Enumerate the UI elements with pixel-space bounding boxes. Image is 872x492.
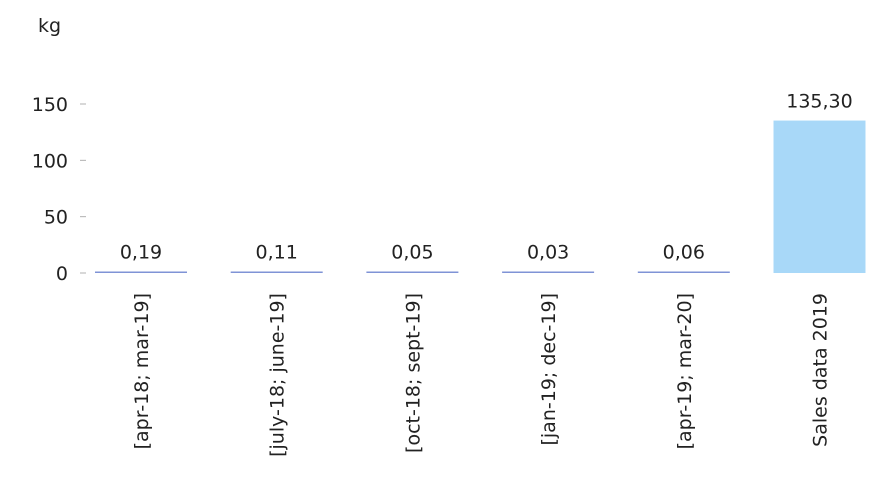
category-labels-group: [apr-18; mar-19] [july-18; june-19] [oct-1… — [131, 293, 832, 457]
y-tick-label: 100 — [32, 150, 68, 172]
bar-value-label: 0,11 — [256, 242, 298, 264]
bar — [230, 271, 323, 273]
bar-value-label: 0,03 — [527, 242, 569, 264]
value-labels-group: 0,19 0,11 0,05 0,03 0,06 135,30 — [120, 91, 853, 264]
y-tick-label: 0 — [56, 263, 68, 285]
bars-group — [95, 120, 866, 273]
bar — [773, 120, 866, 273]
category-label: [jan-19; dec-19] — [538, 293, 560, 446]
category-label: [apr-19; mar-20] — [674, 293, 696, 449]
y-axis: 0 50 100 150 — [32, 94, 86, 285]
y-tick-label: 50 — [44, 207, 68, 229]
category-label: [apr-18; mar-19] — [131, 293, 153, 449]
category-label: [oct-18; sept-19] — [402, 293, 424, 453]
bar-value-label: 0,19 — [120, 242, 162, 264]
bar-value-label: 0,06 — [663, 242, 705, 264]
bar — [502, 271, 595, 273]
bar — [95, 271, 187, 273]
y-axis-unit-label: kg — [38, 15, 61, 37]
bar-value-label: 135,30 — [786, 91, 852, 113]
bar-value-label: 0,05 — [391, 242, 433, 264]
category-label: Sales data 2019 — [810, 293, 832, 447]
bar — [366, 271, 459, 273]
category-label: [july-18; june-19] — [267, 293, 289, 457]
y-tick-label: 150 — [32, 94, 68, 116]
bar — [637, 271, 730, 273]
